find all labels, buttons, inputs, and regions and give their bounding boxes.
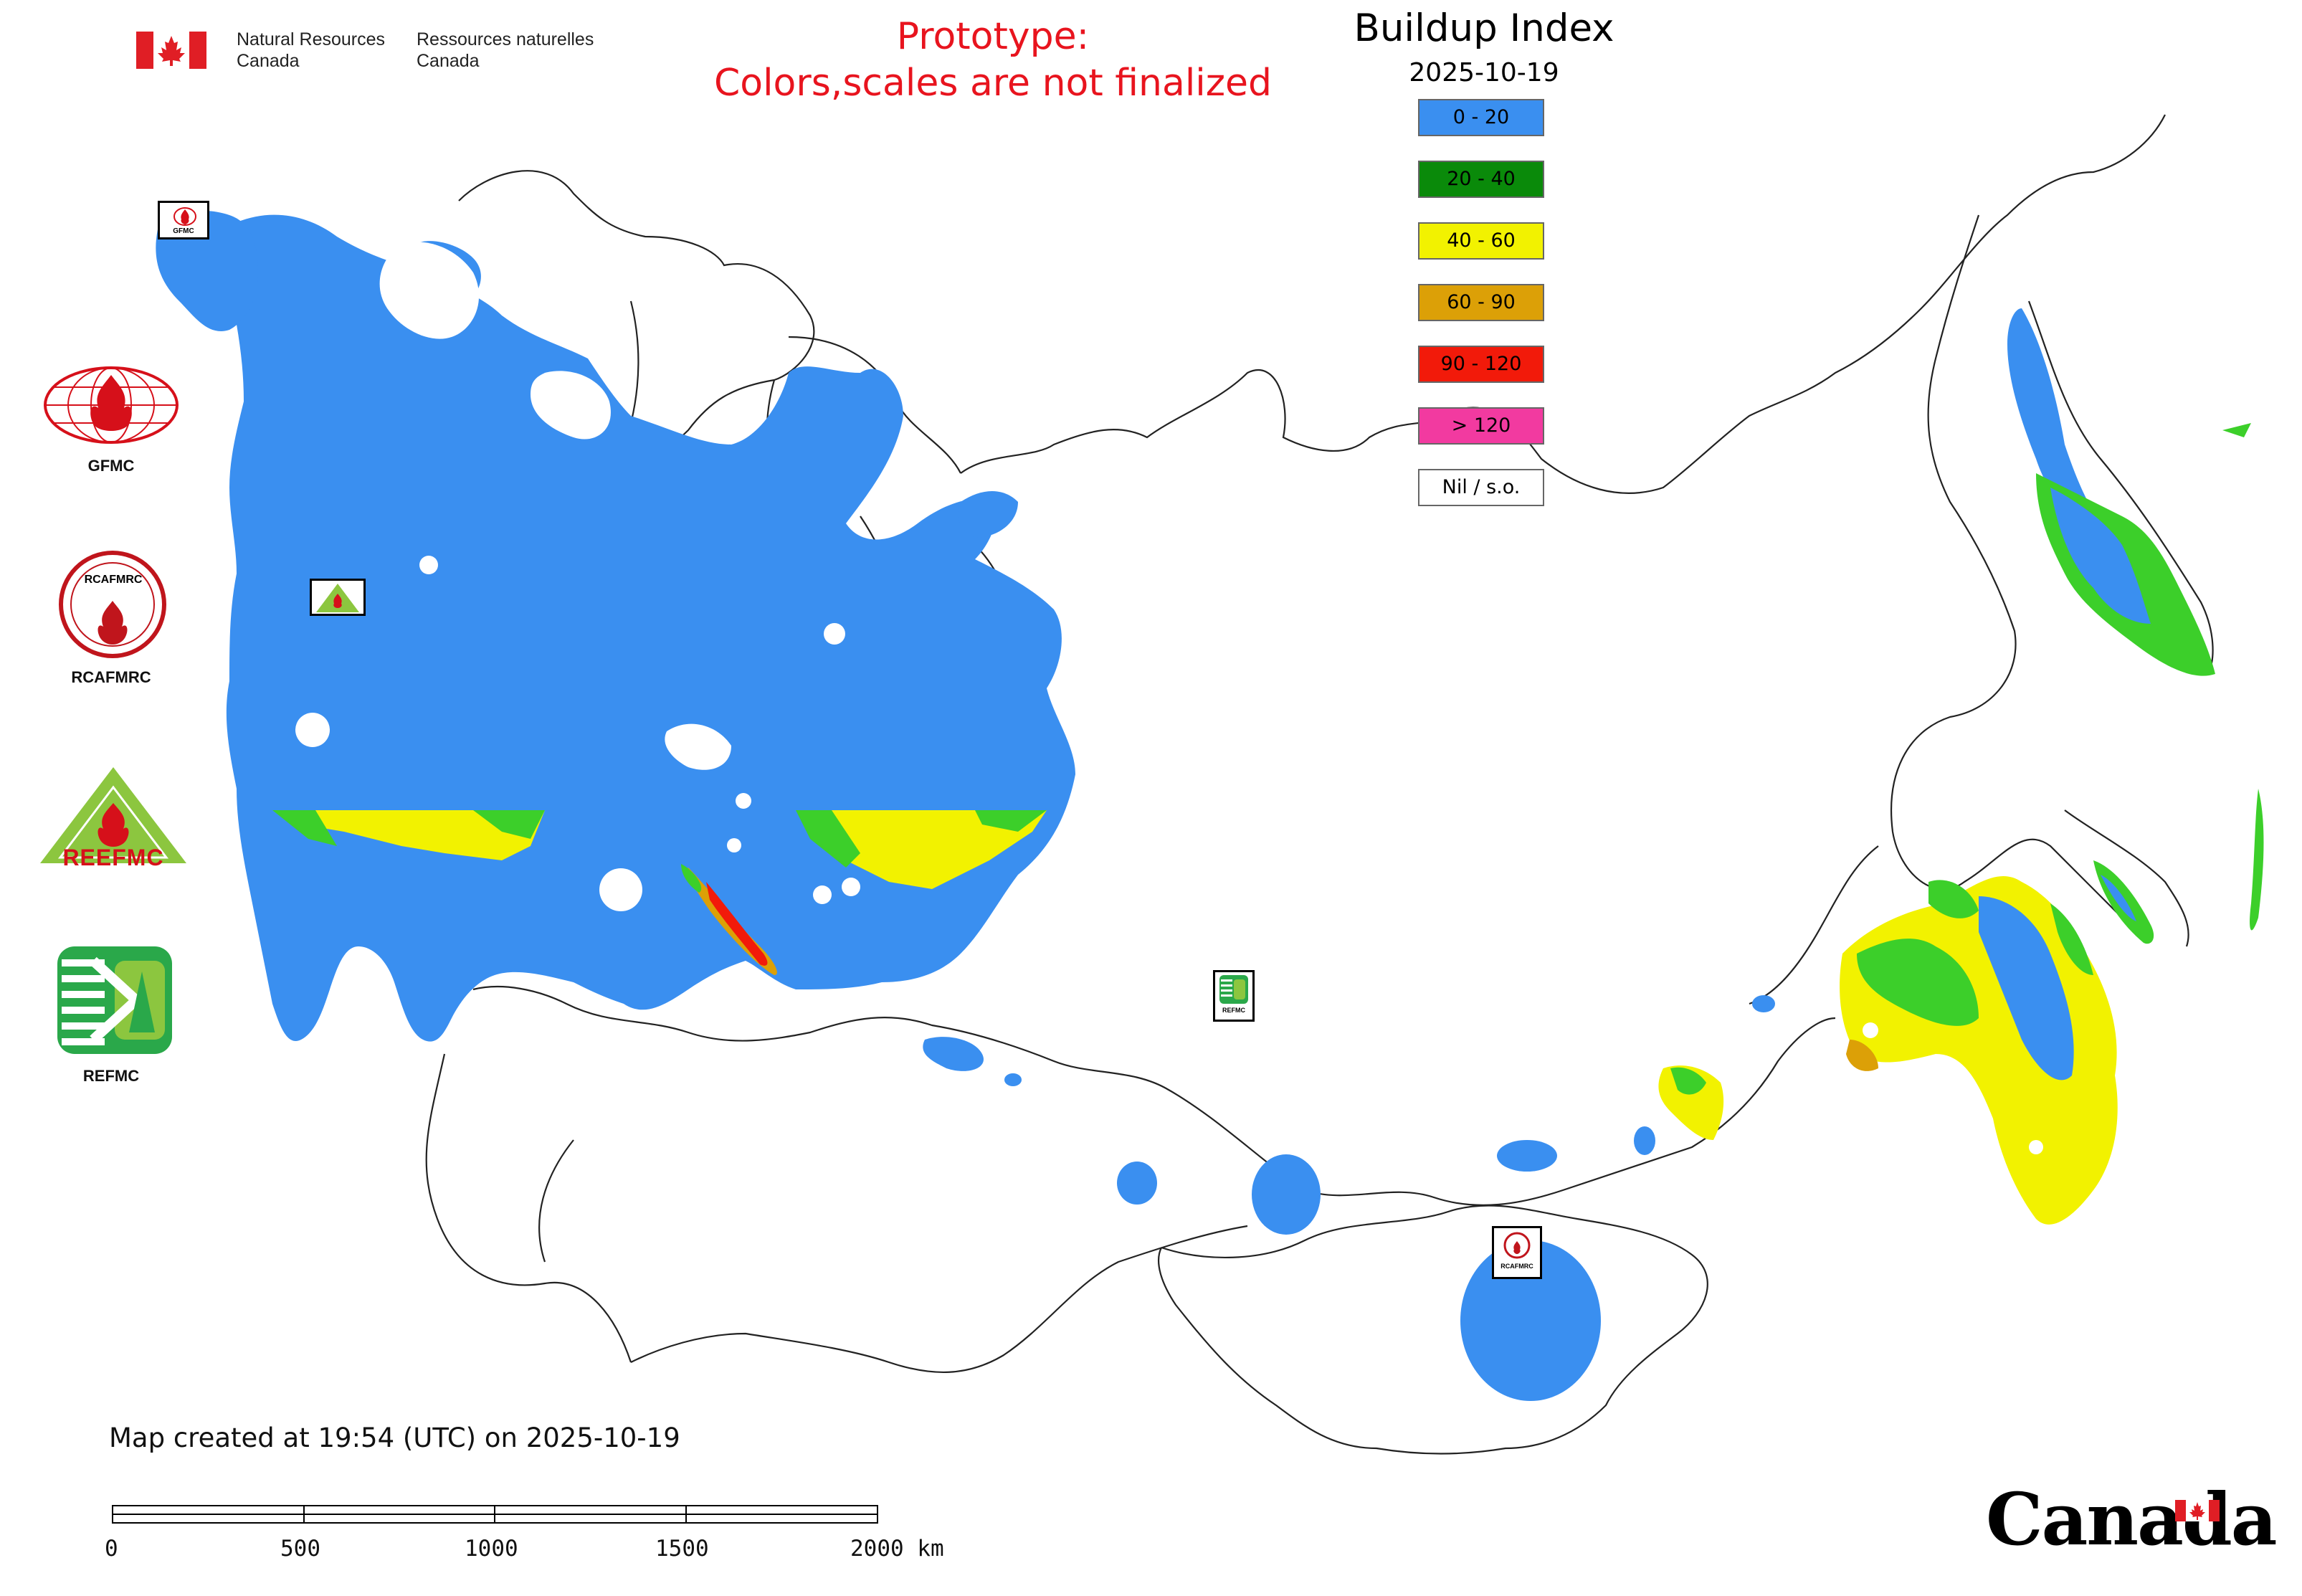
legend-class-gt-120: > 120 [1418,407,1544,445]
scale-label-2000: 2000 km [850,1536,944,1562]
lakes-and-gaps [295,242,860,911]
prototype-heading: Prototype: [896,15,1090,58]
agency-name-fr: Ressources naturelles Canada [417,29,594,72]
map-created-timestamp: Map created at 19:54 (UTC) on 2025-10-19 [109,1422,680,1453]
refmc-marker-icon [1219,975,1248,1004]
refmc-logo-icon [57,946,172,1054]
reefmc-map-marker [310,579,366,616]
reefmc-logo-icon [40,767,186,863]
bui-0-20-region-west [156,211,1075,1042]
bui-0-20-patches [923,308,2108,1401]
legend-class-90-120: 90 - 120 [1418,346,1544,383]
gfmc-label: GFMC [87,457,135,475]
refmc-map-marker: REFMC [1213,970,1255,1022]
refmc-marker-text: REFMC [1222,1007,1245,1014]
prototype-subheading: Colors,scales are not finalized [713,62,1273,105]
rcafmrc-logo-icon [59,551,166,658]
refmc-label: REFMC [82,1067,140,1085]
gfmc-logo-icon [44,366,179,444]
legend-class-nil: Nil / s.o. [1418,469,1544,506]
agency-name-en: Natural Resources Canada [237,29,385,72]
legend-class-60-90: 60 - 90 [1418,284,1544,321]
legend-date: 2025-10-19 [1409,58,1559,87]
reefmc-marker-icon [316,584,359,612]
rcafmrc-map-marker: RCAFMRC [1492,1226,1542,1279]
bui-far-east [1658,423,2264,1225]
legend-title: Buildup Index [1354,6,1614,50]
canada-flag-icon [136,32,206,69]
scale-label-0: 0 [105,1536,118,1562]
scale-label-1500: 1500 [655,1536,709,1562]
canada-wordmark-flag-icon [2175,1500,2220,1521]
agency-fr-line2: Canada [417,51,480,71]
bui-southern-band [272,810,1047,975]
agency-fr-line1: Ressources naturelles [417,29,594,49]
scale-label-1000: 1000 [465,1536,518,1562]
agency-en-line1: Natural Resources [237,29,386,49]
rcafmrc-label: RCAFMRC [71,668,151,686]
legend-class-20-40: 20 - 40 [1418,161,1544,198]
scale-label-500: 500 [280,1536,320,1562]
gfmc-marker-icon [173,207,196,226]
legend-class-0-20: 0 - 20 [1418,99,1544,136]
rcafmrc-ring-text: RCAFMRC [84,574,143,586]
agency-en-line2: Canada [237,51,300,71]
canada-wordmark-text: Canada [1986,1477,2278,1562]
gfmc-map-marker: GFMC [158,201,209,239]
scale-bar [112,1505,878,1524]
rcafmrc-marker-icon [1503,1232,1531,1259]
reefmc-logo-text: REEFMC [62,845,164,870]
bui-kamchatka [2036,473,2215,676]
gfmc-marker-text: GFMC [173,227,194,235]
legend-class-40-60: 40 - 60 [1418,222,1544,260]
rcafmrc-marker-text: RCAFMRC [1500,1263,1533,1270]
